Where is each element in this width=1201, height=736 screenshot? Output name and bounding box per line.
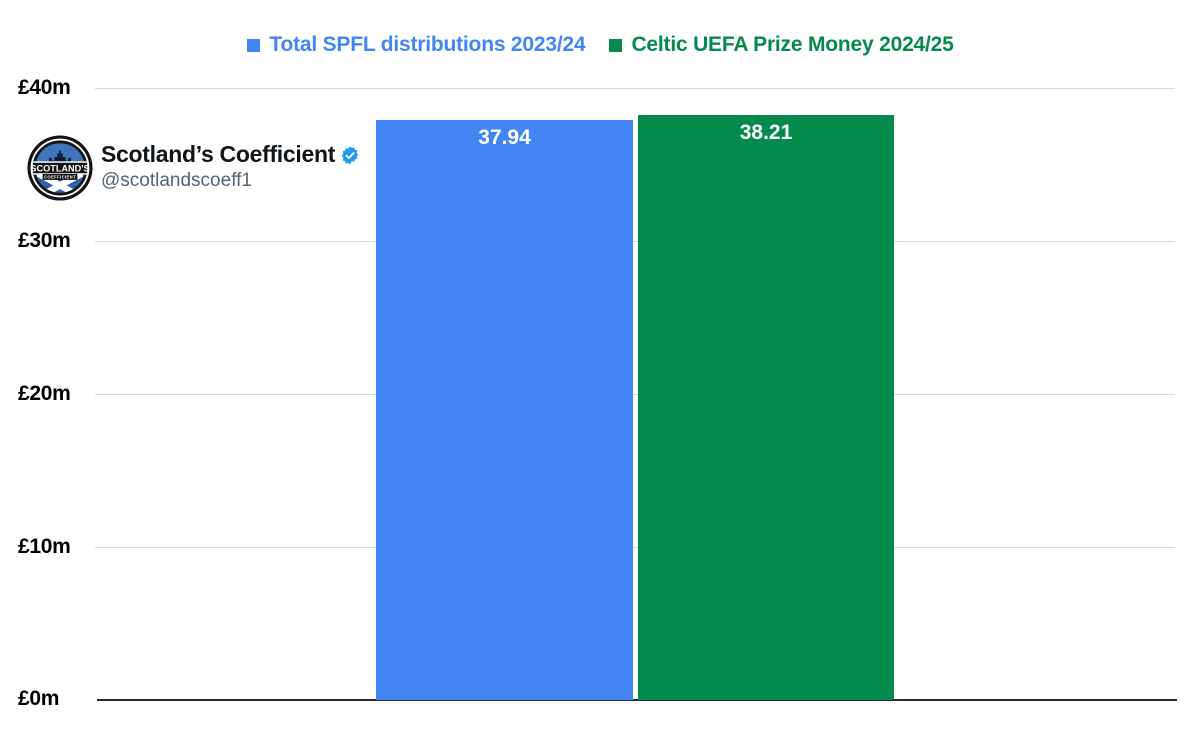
chart-legend: Total SPFL distributions 2023/24 Celtic … (0, 33, 1201, 57)
ytick-0m: £0m (18, 687, 60, 710)
bar-value-celtic: 38.21 (739, 121, 793, 145)
ytick-20m: £20m (18, 382, 71, 405)
legend-label-celtic: Celtic UEFA Prize Money 2024/25 (631, 33, 954, 56)
bar-value-spfl: 37.94 (478, 125, 531, 149)
profile-name: Scotland’s Coefficient (101, 141, 336, 167)
ytick-30m: £30m (18, 229, 71, 252)
legend-marker-blue-icon (247, 38, 261, 52)
plot-area: 37.94 38.21 (95, 88, 1177, 701)
scotlands-coefficient-logo-icon: SCOTLAND'S COEFFICIENT (27, 135, 93, 201)
gridline-30m (95, 241, 1175, 242)
bar-celtic-uefa: 38.21 (638, 115, 894, 700)
x-axis-baseline (97, 699, 1177, 701)
legend-item-spfl: Total SPFL distributions 2023/24 (247, 33, 586, 57)
legend-label-spfl: Total SPFL distributions 2023/24 (269, 33, 586, 56)
gridline-40m (95, 88, 1175, 89)
svg-text:COEFFICIENT: COEFFICIENT (44, 175, 76, 180)
verified-badge-icon (341, 145, 359, 165)
profile-handle: @scotlandscoeff1 (101, 170, 252, 191)
ytick-40m: £40m (18, 76, 71, 99)
legend-item-celtic: Celtic UEFA Prize Money 2024/25 (609, 33, 954, 57)
svg-text:SCOTLAND'S: SCOTLAND'S (30, 163, 89, 173)
profile-watermark: SCOTLAND'S COEFFICIENT Scotland’s Coeffi… (27, 135, 360, 201)
legend-marker-green-icon (609, 38, 623, 52)
ytick-10m: £10m (18, 535, 71, 558)
gridline-20m (95, 394, 1175, 395)
gridline-10m (95, 547, 1175, 548)
bar-spfl-distributions: 37.94 (376, 119, 633, 700)
